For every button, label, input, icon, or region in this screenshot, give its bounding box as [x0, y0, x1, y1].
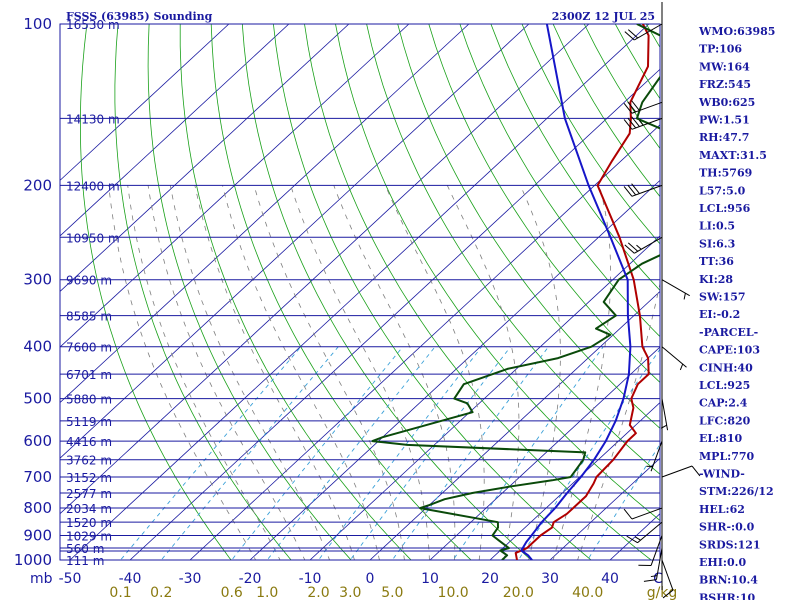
height-label: 6701 m [66, 368, 112, 382]
index-line: SRDS:121 [699, 538, 761, 551]
valid-time: 2300Z 12 JUL 25 [552, 10, 655, 23]
index-line: SI:6.3 [699, 237, 735, 250]
mixing-ratio-tick-label: 0.1 [109, 585, 131, 600]
height-label: 14130 m [66, 112, 120, 126]
index-line: STM:226/12 [699, 485, 774, 498]
pressure-tick-label: 500 [23, 390, 52, 408]
height-label: 5880 m [66, 393, 112, 407]
wind-barb-feather [680, 364, 682, 370]
index-line: TH:5769 [699, 167, 752, 180]
index-line: EL:810 [699, 432, 742, 445]
index-line: SHR-:0.0 [699, 521, 755, 534]
mixing-ratio-tick-label: 5.0 [381, 585, 403, 600]
dry-adiabat-line [771, 24, 800, 571]
index-line: MPL:770 [699, 450, 755, 463]
index-line: BRN:10.4 [699, 574, 758, 587]
index-line: HEL:62 [699, 503, 745, 516]
height-label: 10950 m [66, 231, 120, 245]
height-label: 2577 m [66, 487, 112, 501]
height-label: 4416 m [66, 435, 112, 449]
temperature-tick-label: -50 [59, 571, 82, 587]
pressure-tick-label: 900 [23, 526, 52, 544]
index-line: LFC:820 [699, 414, 751, 427]
index-line: MAXT:31.5 [699, 149, 767, 162]
pressure-unit-label: mb [30, 571, 53, 587]
mixing-ratio-tick-label: 1.0 [256, 585, 278, 600]
pressure-tick-label: 700 [23, 468, 52, 486]
index-line: EI:-0.2 [699, 308, 740, 321]
index-line: -WIND- [699, 468, 745, 481]
height-label: 3152 m [66, 471, 112, 485]
mixing-ratio-tick-label: 2.0 [307, 585, 329, 600]
index-line: WMO:63985 [698, 25, 775, 38]
index-line: RH:47.7 [699, 131, 749, 144]
height-label: 9690 m [66, 274, 112, 288]
index-line: TT:36 [699, 255, 734, 268]
temperature-tick-label: 20 [481, 571, 499, 587]
height-label: 3762 m [66, 454, 112, 468]
mixing-ratio-tick-label: 0.2 [150, 585, 172, 600]
index-line: CINH:40 [699, 361, 753, 374]
index-line: TP:106 [699, 43, 742, 56]
height-label: 5119 m [66, 415, 112, 429]
index-line: CAPE:103 [699, 344, 760, 357]
index-line: LCL:925 [699, 379, 750, 392]
pressure-labels: 1000 900 800 700 600 500 400 300 200 100 [14, 15, 52, 569]
temperature-tick-label: 40 [601, 571, 619, 587]
height-label: 1520 m [66, 516, 112, 530]
height-label: 12400 m [66, 179, 120, 193]
pressure-tick-label: 800 [23, 499, 52, 517]
indices-panel: WMO:63985 TP:106 MW:164 FRZ:545 WB0:625 PW:1.… [698, 25, 775, 600]
index-line: FRZ:545 [699, 78, 751, 91]
index-line: KI:28 [699, 273, 733, 286]
index-line: L57:5.0 [699, 184, 746, 197]
mixing-ratio-tick-label: 3.0 [339, 585, 361, 600]
height-label: 2034 m [66, 502, 112, 516]
pressure-tick-label: 600 [23, 432, 52, 450]
pressure-tick-label: 300 [23, 271, 52, 289]
pressure-tick-label: 100 [23, 15, 52, 33]
index-line: MW:164 [699, 60, 750, 73]
index-line: PW:1.51 [699, 114, 750, 127]
mixing-ratio-tick-label: 20.0 [503, 585, 534, 600]
temperature-tick-label: 10 [421, 571, 439, 587]
mixing-ratio-tick-label: 0.6 [221, 585, 243, 600]
index-line: CAP:2.4 [699, 397, 748, 410]
chart-title: FSSS (63985) Sounding [66, 10, 213, 23]
temperature-tick-label: -30 [179, 571, 202, 587]
height-label: 7600 m [66, 341, 112, 355]
temperature-tick-label: 30 [541, 571, 559, 587]
index-line: EHI:0.0 [699, 556, 746, 569]
index-line: WB0:625 [698, 96, 755, 109]
mixing-ratio-tick-label: 10.0 [438, 585, 469, 600]
index-line: SW:157 [699, 291, 746, 304]
pressure-tick-label: 1000 [14, 551, 52, 569]
index-line: -PARCEL- [699, 326, 758, 339]
index-line: BSHR:10 [699, 591, 755, 600]
wind-barb [662, 466, 692, 477]
height-label: 8585 m [66, 310, 112, 324]
height-label: 111 m [66, 554, 104, 568]
mixing-ratio-tick-label: 40.0 [572, 585, 603, 600]
index-line: LI:0.5 [699, 220, 735, 233]
index-line: LCL:956 [699, 202, 751, 215]
temperature-tick-label: 0 [366, 571, 375, 587]
wind-barb-feather [684, 293, 685, 299]
pressure-tick-label: 200 [23, 176, 52, 194]
pressure-tick-label: 400 [23, 338, 52, 356]
